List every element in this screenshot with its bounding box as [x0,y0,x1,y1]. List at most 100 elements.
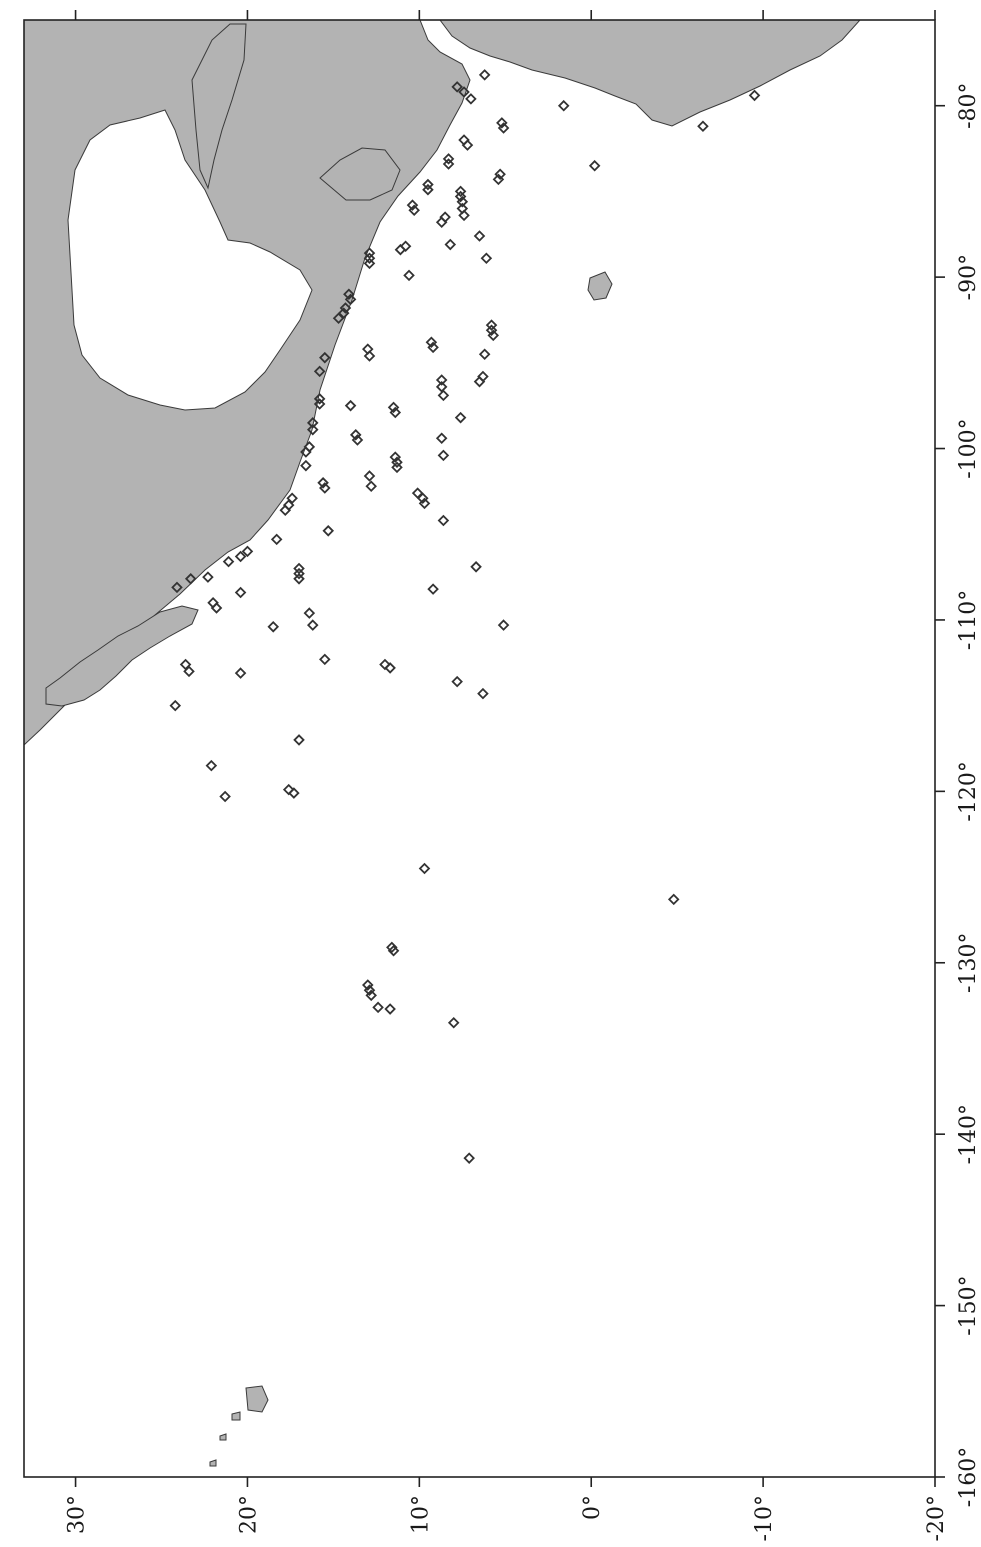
station-marker [169,699,182,712]
station-marker [363,350,376,362]
station-marker [387,944,400,957]
station-marker [241,545,254,558]
station-marker [389,406,402,419]
station-marker [748,89,761,102]
station-marker [313,398,326,410]
station-marker [343,288,355,301]
station-marker [411,487,424,499]
station-marker [306,423,319,436]
station-marker [362,979,374,991]
station-marker [205,759,218,772]
station-marker [365,480,377,493]
lat-tick-label: -20° [924,1495,949,1541]
station-marker [372,1001,384,1014]
station-marker [319,351,331,364]
station-marker [461,139,474,151]
landmass-hawaii-small-3 [209,1459,217,1467]
lon-tick-label: -130° [956,933,981,993]
station-marker [480,252,493,265]
station-marker [379,658,391,671]
longitude-labels: -80° -90° -100° -110° -120° -130° -140° -150° -1… [956,82,981,1507]
station-marker [447,1016,460,1029]
station-marker [454,185,467,198]
station-marker [184,573,197,585]
station-marker [171,581,183,594]
station-marker [391,456,403,469]
station-marker [344,293,357,306]
station-marker [485,319,498,331]
station-marker [473,230,486,242]
station-marker [286,492,298,505]
station-marker [399,240,412,253]
station-marker [437,389,450,402]
station-marker [222,555,235,568]
lon-tick-label: -150° [956,1275,981,1335]
station-marker [435,374,448,386]
station-marker [435,381,448,393]
station-marker [389,451,402,463]
station-marker [319,482,331,494]
station-marker [427,583,439,595]
station-marker [279,504,292,517]
station-marker [456,195,469,208]
station-marker [454,190,467,203]
lat-tick-label: 30° [65,1495,90,1534]
station-marker [293,567,305,580]
station-marker [384,662,396,674]
map-frame [23,19,936,1478]
station-marker [363,470,376,482]
station-marker [322,525,335,537]
station-marker [391,461,403,474]
station-marker [349,429,362,441]
station-marker [487,329,500,342]
station-marker [418,862,431,875]
station-marker [473,375,486,388]
station-marker [306,417,319,429]
station-marker [425,336,438,349]
station-marker [403,269,415,282]
lat-tick-label: 20° [236,1495,261,1534]
station-marker [422,178,434,191]
station-marker [387,401,400,414]
station-marker [442,158,455,170]
station-marker [497,122,510,134]
land-layer [23,19,862,1467]
station-marker [219,790,231,803]
station-marker [465,93,477,105]
station-marker [494,168,506,181]
station-marker [437,449,450,462]
station-marker [418,497,431,510]
lat-tick-label: -10° [752,1495,777,1541]
station-marker [303,607,316,619]
lon-tick-label: -120° [956,761,981,821]
station-marker [485,324,498,337]
station-marker [497,619,510,631]
station-marker [365,989,377,1002]
lon-tick-label: -140° [956,1104,981,1164]
station-marker [406,199,419,211]
station-marker [422,183,434,196]
lon-tick-label: -100° [956,418,981,478]
station-marker [384,1003,396,1015]
lon-tick-label: -90° [956,254,981,300]
station-marker [454,411,467,424]
station-marker [319,653,331,666]
station-marker [444,238,457,251]
landmass-baja-california [45,605,199,707]
station-marker [442,153,455,165]
station-marker [270,533,283,546]
station-marker [478,69,491,81]
station-marker [313,365,326,378]
lat-tick-label: 10° [408,1495,433,1534]
station-marker [417,492,429,505]
station-marker [183,665,195,678]
station-marker [451,675,463,688]
landmass-galapagos [587,271,613,301]
station-marker [267,621,280,633]
axis-ticks [74,10,945,1487]
station-marker [332,312,345,325]
station-marker [293,562,305,575]
station-marker [408,204,420,217]
station-marker [463,1152,475,1164]
station-marker [300,459,312,472]
